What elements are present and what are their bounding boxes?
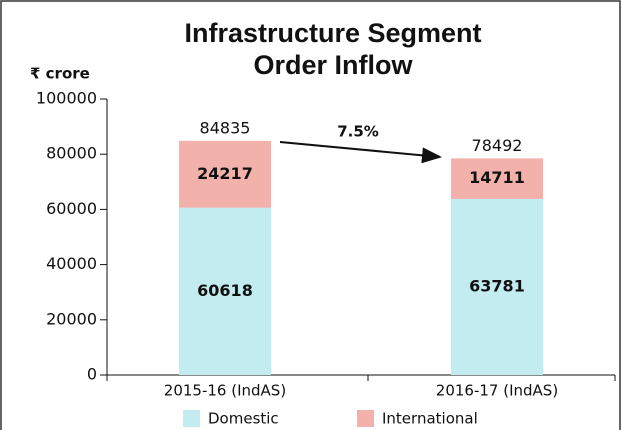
growth-label: 7.5% bbox=[337, 123, 379, 141]
y-tick-label: 40000 bbox=[46, 254, 97, 273]
y-tick-label: 60000 bbox=[46, 199, 97, 218]
total-label: 84835 bbox=[200, 118, 251, 137]
legend-label: International bbox=[382, 410, 478, 428]
total-label: 78492 bbox=[472, 136, 523, 155]
chart-title: Order Inflow bbox=[253, 50, 413, 80]
segment-label: 60618 bbox=[197, 281, 253, 300]
legend-label: Domestic bbox=[208, 410, 279, 428]
bar-segment bbox=[179, 207, 271, 375]
y-tick-label: 80000 bbox=[46, 144, 97, 163]
y-tick-label: 20000 bbox=[46, 309, 97, 328]
legend-swatch bbox=[357, 410, 374, 427]
segment-label: 24217 bbox=[197, 164, 253, 183]
bar-segment bbox=[451, 158, 543, 199]
segment-label: 14711 bbox=[469, 168, 525, 187]
y-tick-label: 0 bbox=[87, 365, 97, 384]
legend-swatch bbox=[183, 410, 200, 427]
x-tick-label: 2015-16 (IndAS) bbox=[164, 382, 286, 400]
x-tick-label: 2016-17 (IndAS) bbox=[436, 382, 558, 400]
bar-segment bbox=[451, 198, 543, 375]
segment-label: 63781 bbox=[469, 276, 525, 295]
unit-label: ₹ crore bbox=[30, 65, 90, 83]
bar-segment bbox=[179, 140, 271, 208]
y-tick-label: 100000 bbox=[36, 89, 97, 108]
chart-title: Infrastructure Segment bbox=[184, 18, 481, 48]
growth-arrow bbox=[279, 141, 442, 164]
